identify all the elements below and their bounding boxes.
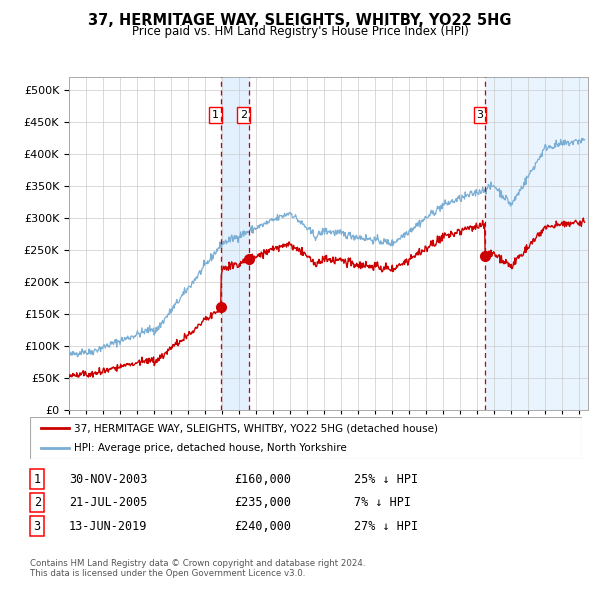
Text: 21-JUL-2005: 21-JUL-2005 xyxy=(69,496,148,509)
Text: HPI: Average price, detached house, North Yorkshire: HPI: Average price, detached house, Nort… xyxy=(74,444,347,453)
Text: This data is licensed under the Open Government Licence v3.0.: This data is licensed under the Open Gov… xyxy=(30,569,305,578)
Text: 2: 2 xyxy=(34,496,41,509)
Text: £160,000: £160,000 xyxy=(234,473,291,486)
Text: 3: 3 xyxy=(34,520,41,533)
Text: £235,000: £235,000 xyxy=(234,496,291,509)
Text: 25% ↓ HPI: 25% ↓ HPI xyxy=(354,473,418,486)
Text: 27% ↓ HPI: 27% ↓ HPI xyxy=(354,520,418,533)
Text: 2: 2 xyxy=(240,110,247,120)
Text: Contains HM Land Registry data © Crown copyright and database right 2024.: Contains HM Land Registry data © Crown c… xyxy=(30,559,365,568)
Bar xyxy=(485,77,588,410)
Bar xyxy=(221,77,248,410)
Text: 37, HERMITAGE WAY, SLEIGHTS, WHITBY, YO22 5HG (detached house): 37, HERMITAGE WAY, SLEIGHTS, WHITBY, YO2… xyxy=(74,423,438,433)
Text: 7% ↓ HPI: 7% ↓ HPI xyxy=(354,496,411,509)
Text: 1: 1 xyxy=(34,473,41,486)
Text: Price paid vs. HM Land Registry's House Price Index (HPI): Price paid vs. HM Land Registry's House … xyxy=(131,25,469,38)
Text: £240,000: £240,000 xyxy=(234,520,291,533)
Text: 13-JUN-2019: 13-JUN-2019 xyxy=(69,520,148,533)
Text: 37, HERMITAGE WAY, SLEIGHTS, WHITBY, YO22 5HG: 37, HERMITAGE WAY, SLEIGHTS, WHITBY, YO2… xyxy=(88,13,512,28)
Text: 30-NOV-2003: 30-NOV-2003 xyxy=(69,473,148,486)
Text: 3: 3 xyxy=(476,110,484,120)
Text: 1: 1 xyxy=(212,110,219,120)
